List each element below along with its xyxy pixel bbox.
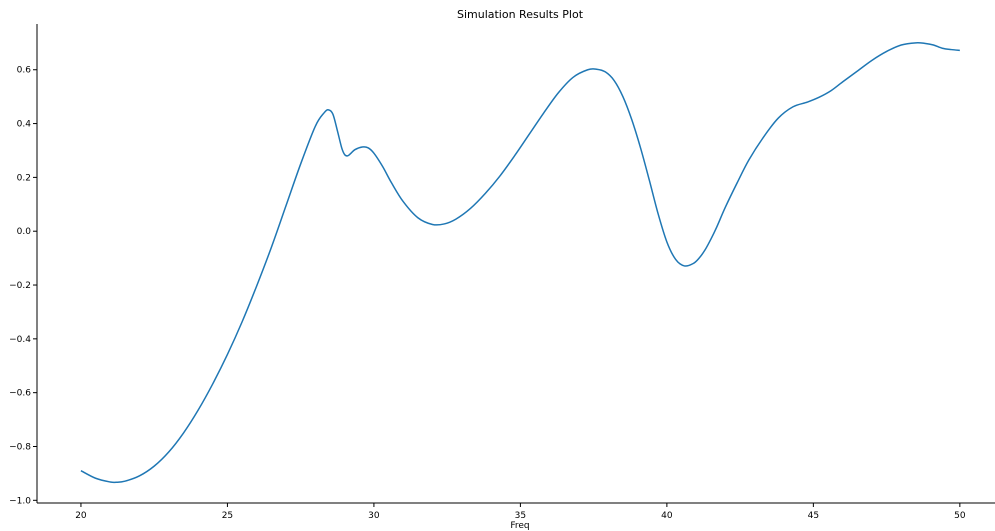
y-tick-label: −1.0	[9, 496, 31, 506]
x-tick-label: 20	[75, 511, 87, 521]
y-axis-ticks: −1.0 −0.8 −0.6 −0.4 −0.2 0.0 0.2 0.4 0.6	[9, 66, 37, 506]
series-line	[80, 42, 960, 484]
x-tick-label: 40	[661, 511, 673, 521]
y-tick-label: −0.4	[9, 335, 31, 345]
y-tick-label: −0.2	[9, 281, 31, 291]
y-tick-label: −0.6	[9, 389, 31, 399]
y-tick-label: 0.2	[17, 173, 31, 183]
y-tick-label: −0.8	[9, 442, 31, 452]
x-tick-label: 30	[368, 511, 380, 521]
y-tick-label: 0.0	[17, 227, 32, 237]
x-tick-label: 35	[515, 511, 526, 521]
y-tick-label: 0.6	[17, 66, 32, 76]
x-axis-label: Freq	[510, 521, 529, 531]
x-tick-label: 45	[808, 511, 819, 521]
x-axis-ticks: 20 25 30 35 40 45 50	[75, 503, 966, 521]
y-tick-label: 0.4	[17, 120, 32, 130]
x-tick-label: 50	[954, 511, 966, 521]
x-tick-label: 25	[222, 511, 233, 521]
chart-title: Simulation Results Plot	[457, 8, 584, 21]
